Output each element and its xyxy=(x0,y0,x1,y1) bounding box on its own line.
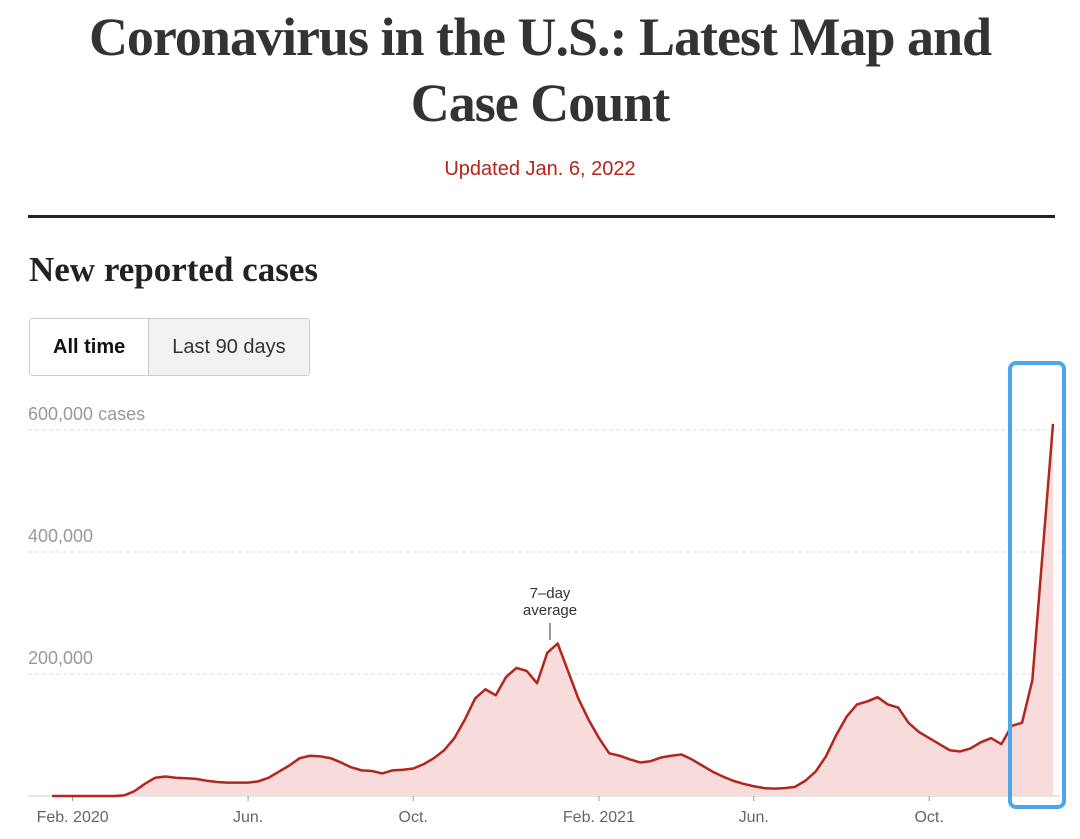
annotation: average xyxy=(523,602,577,619)
range-toggle: All time Last 90 days xyxy=(29,318,310,376)
area xyxy=(52,423,1053,796)
section-title: New reported cases xyxy=(29,250,318,289)
x-tick-label: Jun. xyxy=(233,809,263,826)
x-tick-label: Oct. xyxy=(914,809,943,826)
range-button[interactable]: Last 90 days xyxy=(148,319,309,375)
page-title: Coronavirus in the U.S.: Latest Map and … xyxy=(88,7,992,133)
divider xyxy=(28,215,1055,218)
y-tick-label: 200,000 xyxy=(28,648,93,668)
updated-date: Updated Jan. 6, 2022 xyxy=(444,158,636,180)
line xyxy=(52,423,1055,798)
x-tick-label: Oct. xyxy=(399,809,428,826)
x-tick-label: Feb. 2021 xyxy=(563,809,635,826)
highlight-box xyxy=(1008,361,1066,809)
range-button[interactable]: All time xyxy=(30,319,149,375)
y-tick-label: 400,000 xyxy=(28,526,93,546)
x-tick-label: Jun. xyxy=(739,809,769,826)
y-tick-label: 600,000 cases xyxy=(28,404,145,424)
annotation: 7–day xyxy=(530,585,571,602)
x-tick-label: Feb. 2020 xyxy=(37,809,109,826)
